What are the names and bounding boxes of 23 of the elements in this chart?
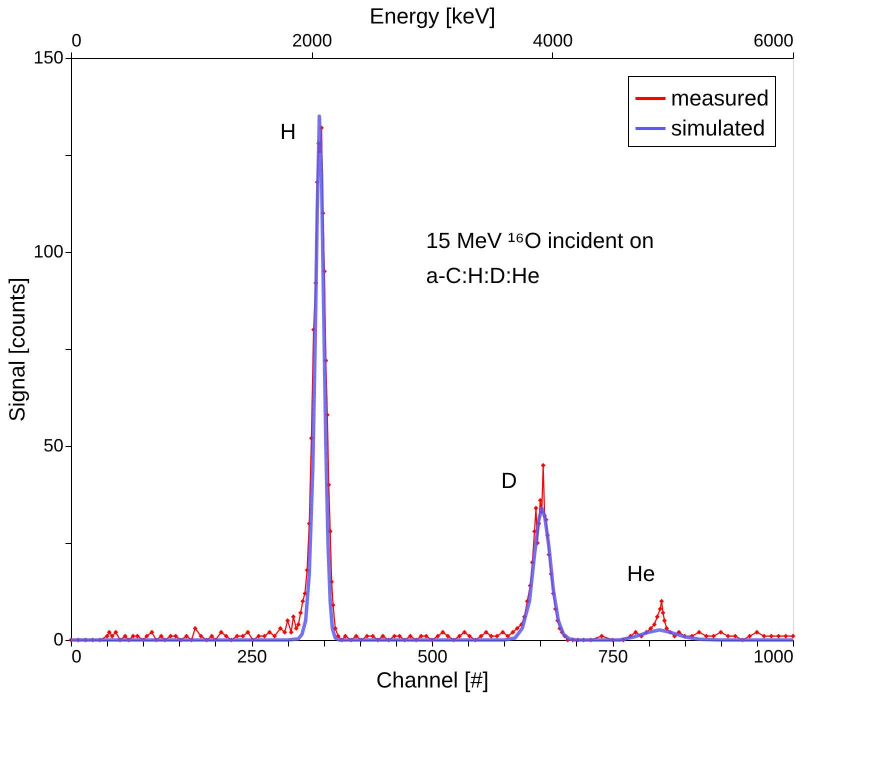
- annotation: a-C:H:D:He: [426, 263, 540, 288]
- x-tick-label: 0: [72, 646, 82, 666]
- x-tick-label: 1000: [753, 646, 794, 666]
- legend-label: measured: [671, 86, 769, 110]
- annotation: 15 MeV ¹⁶O incident on: [426, 228, 654, 253]
- annotation: He: [626, 561, 656, 586]
- y-tick-label: 50: [43, 436, 64, 456]
- x-tick-label: 500: [417, 646, 448, 666]
- x-axis-title: Channel [#]: [376, 668, 489, 692]
- y-tick-label: 0: [53, 630, 64, 650]
- x-tick-label: 250: [236, 646, 268, 666]
- x2-tick-label: 2000: [292, 30, 332, 50]
- x2-tick-label: 6000: [753, 30, 794, 50]
- x2-axis-title: Energy [keV]: [370, 4, 496, 28]
- annotation: D: [501, 468, 517, 493]
- y-tick-label: 100: [33, 242, 64, 262]
- annotation: H: [280, 119, 296, 144]
- x2-tick-label: 0: [72, 30, 82, 50]
- x-tick-label: 750: [598, 646, 628, 666]
- legend-label: simulated: [671, 116, 766, 140]
- y-tick-label: 150: [33, 48, 64, 68]
- x2-tick-label: 4000: [532, 30, 573, 50]
- y-axis-title: Signal [counts]: [4, 277, 30, 422]
